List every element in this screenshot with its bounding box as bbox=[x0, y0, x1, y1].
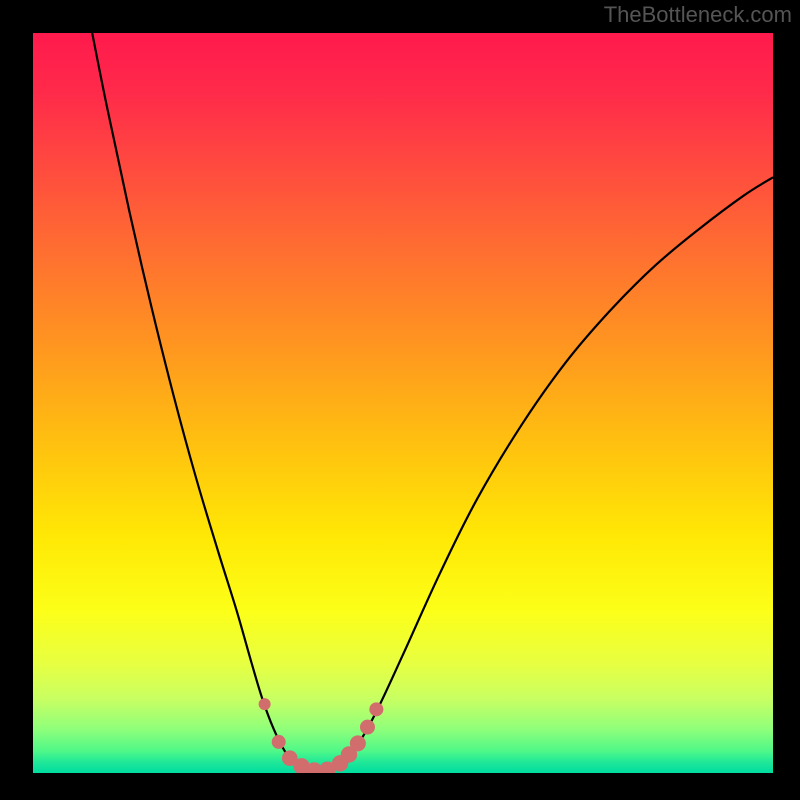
marker-dot bbox=[360, 720, 375, 735]
marker-dot bbox=[259, 698, 271, 710]
marker-dot bbox=[369, 702, 383, 716]
watermark-text: TheBottleneck.com bbox=[604, 2, 792, 28]
plot-area bbox=[33, 33, 773, 773]
marker-dot bbox=[272, 735, 286, 749]
marker-dot bbox=[350, 735, 366, 751]
bottleneck-chart bbox=[0, 0, 800, 800]
